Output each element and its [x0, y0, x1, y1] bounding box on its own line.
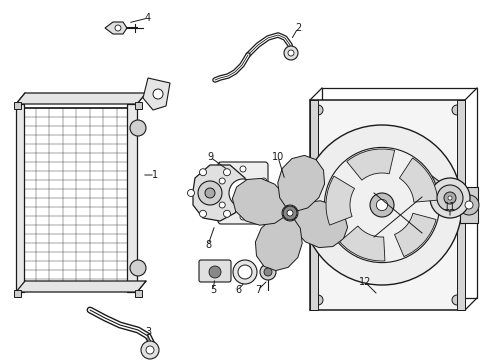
- Bar: [310, 100, 465, 310]
- FancyBboxPatch shape: [199, 260, 231, 282]
- Circle shape: [430, 178, 470, 218]
- Text: 1: 1: [152, 170, 158, 180]
- Circle shape: [153, 89, 163, 99]
- Circle shape: [370, 193, 394, 217]
- Circle shape: [141, 341, 159, 359]
- Circle shape: [233, 260, 257, 284]
- FancyBboxPatch shape: [218, 162, 268, 224]
- Bar: [16, 104, 24, 292]
- Circle shape: [219, 178, 225, 184]
- Circle shape: [452, 295, 462, 305]
- Circle shape: [240, 214, 246, 220]
- Text: 10: 10: [272, 152, 284, 162]
- Circle shape: [219, 202, 225, 208]
- Text: 12: 12: [359, 277, 371, 287]
- Polygon shape: [292, 201, 347, 248]
- Bar: [127, 104, 137, 292]
- Circle shape: [130, 120, 146, 136]
- Text: 11: 11: [444, 202, 456, 212]
- Bar: [14, 102, 21, 109]
- Circle shape: [198, 181, 222, 205]
- Circle shape: [223, 210, 230, 217]
- Circle shape: [264, 268, 272, 276]
- Circle shape: [288, 50, 294, 56]
- Circle shape: [209, 266, 221, 278]
- Circle shape: [302, 125, 462, 285]
- Circle shape: [448, 196, 452, 200]
- Circle shape: [199, 210, 206, 217]
- Circle shape: [313, 295, 323, 305]
- Bar: [460, 187, 478, 223]
- Bar: [135, 290, 142, 297]
- Circle shape: [146, 346, 154, 354]
- Circle shape: [236, 189, 243, 197]
- Polygon shape: [143, 78, 170, 110]
- Polygon shape: [105, 22, 127, 34]
- Circle shape: [287, 210, 293, 216]
- Circle shape: [238, 265, 252, 279]
- Circle shape: [444, 192, 456, 204]
- Circle shape: [130, 260, 146, 276]
- Text: 6: 6: [235, 285, 241, 295]
- Circle shape: [284, 46, 298, 60]
- Circle shape: [205, 188, 215, 198]
- Text: 4: 4: [145, 13, 151, 23]
- Polygon shape: [16, 281, 146, 292]
- Bar: [457, 100, 465, 310]
- Circle shape: [313, 105, 323, 115]
- Circle shape: [459, 195, 479, 215]
- Bar: [22, 108, 130, 288]
- Circle shape: [188, 189, 195, 197]
- Polygon shape: [278, 156, 324, 211]
- Text: 9: 9: [207, 152, 213, 162]
- Circle shape: [223, 169, 230, 176]
- Circle shape: [452, 105, 462, 115]
- Text: 5: 5: [210, 285, 216, 295]
- Bar: [14, 290, 21, 297]
- Polygon shape: [255, 215, 302, 271]
- Circle shape: [283, 206, 297, 220]
- Wedge shape: [399, 158, 438, 202]
- Bar: [310, 100, 318, 310]
- Text: 7: 7: [255, 285, 261, 295]
- Wedge shape: [347, 149, 394, 180]
- Text: 2: 2: [295, 23, 301, 33]
- Polygon shape: [193, 165, 245, 221]
- Circle shape: [261, 202, 267, 208]
- Circle shape: [229, 179, 257, 207]
- Circle shape: [376, 199, 388, 211]
- Circle shape: [240, 166, 246, 172]
- Text: 8: 8: [205, 240, 211, 250]
- Polygon shape: [420, 176, 440, 194]
- Bar: [135, 102, 142, 109]
- Polygon shape: [232, 179, 288, 225]
- Circle shape: [115, 25, 121, 31]
- Wedge shape: [394, 213, 436, 257]
- Circle shape: [324, 147, 440, 262]
- Circle shape: [465, 201, 473, 209]
- Polygon shape: [16, 93, 146, 104]
- Circle shape: [437, 185, 463, 211]
- Text: 3: 3: [145, 327, 151, 337]
- Circle shape: [261, 178, 267, 184]
- Wedge shape: [340, 226, 385, 261]
- Wedge shape: [326, 176, 355, 225]
- Circle shape: [199, 169, 206, 176]
- Circle shape: [260, 264, 276, 280]
